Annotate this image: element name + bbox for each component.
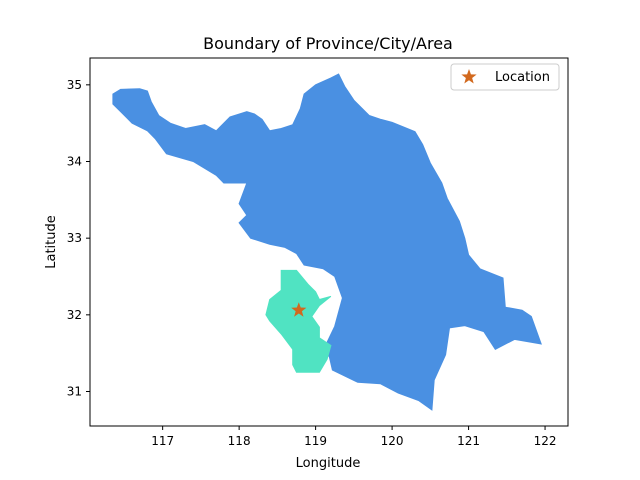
x-axis-ticks: 117 118 119 120 121 122 [151, 426, 557, 448]
y-axis-ticks: 31 32 33 34 35 [67, 78, 90, 399]
y-tick-label: 33 [67, 231, 82, 245]
plot-area-frame [89, 57, 569, 427]
legend-star-icon [461, 69, 477, 84]
x-axis-label: Longitude [296, 456, 361, 471]
y-tick-label: 35 [67, 78, 82, 92]
x-tick-label: 122 [534, 434, 557, 448]
y-axis-label: Latitude [44, 215, 59, 269]
legend-box [450, 63, 560, 91]
legend: Location [450, 63, 560, 91]
region-0 [112, 73, 542, 411]
location-star-marker [291, 302, 307, 317]
chart-title: Boundary of Province/City/Area [203, 34, 453, 53]
x-tick-label: 121 [457, 434, 480, 448]
location-layer [291, 302, 307, 317]
x-tick-label: 118 [228, 434, 251, 448]
region-1 [265, 269, 332, 373]
x-tick-label: 117 [151, 434, 174, 448]
region-layer [112, 73, 542, 411]
x-tick-label: 120 [381, 434, 404, 448]
y-tick-label: 34 [67, 155, 82, 169]
y-tick-label: 32 [67, 308, 82, 322]
legend-entry-location: Location [495, 70, 550, 85]
x-tick-label: 119 [304, 434, 327, 448]
y-tick-label: 31 [67, 385, 82, 399]
